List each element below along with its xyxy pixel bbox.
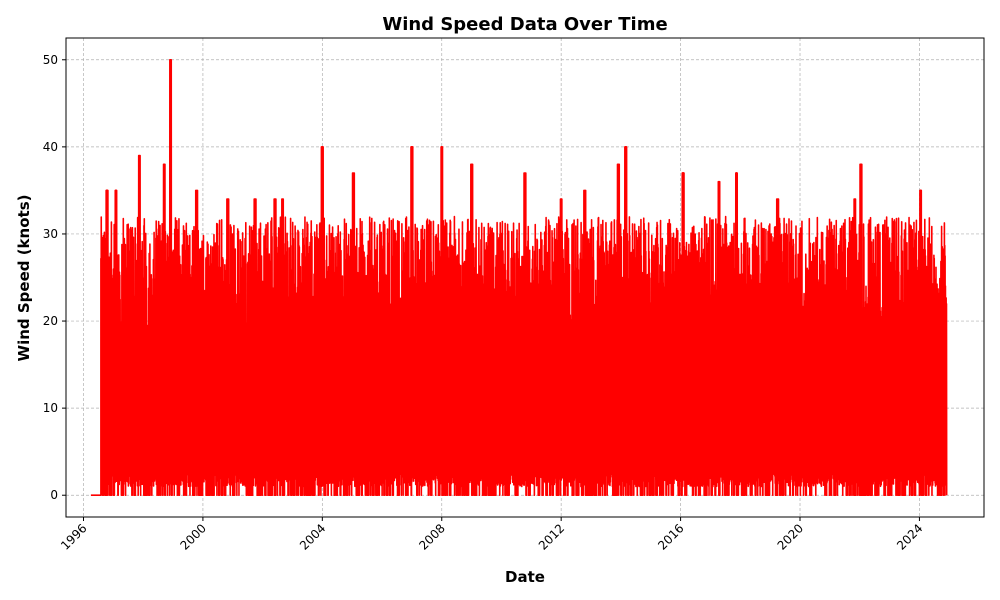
wind-speed-series-line [90,59,948,496]
y-tick-label: 0 [50,488,58,502]
y-tick-label: 10 [43,401,58,415]
series-layer [90,59,948,496]
chart-title: Wind Speed Data Over Time [382,14,667,35]
y-tick-label: 20 [43,314,58,328]
y-tick-label: 40 [43,140,58,154]
x-axis-label: Date [505,568,545,586]
plot-frame [65,37,985,518]
y-tick-label: 30 [43,227,58,241]
y-tick-label: 50 [43,53,58,67]
y-axis-label: Wind Speed (knots) [15,195,33,362]
